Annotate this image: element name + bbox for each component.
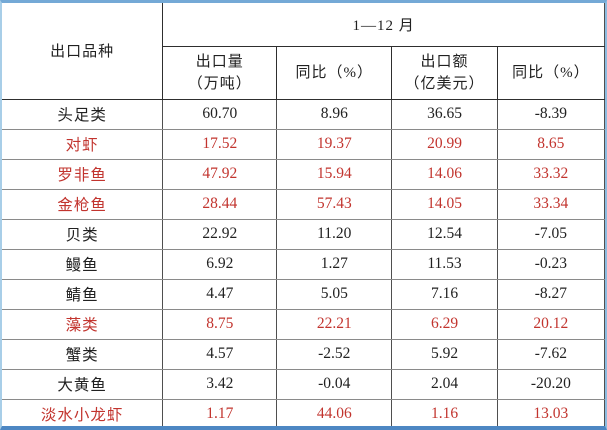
table-row: 蟹类 4.57 -2.52 5.92 -7.62	[2, 338, 605, 370]
value-cell: 5.92	[391, 338, 498, 370]
value-cell: 5.05	[276, 278, 393, 310]
value-cell: 1.16	[391, 398, 498, 426]
value-cell: -0.23	[496, 248, 605, 280]
value-cell: -7.05	[496, 218, 605, 250]
value-cell: -2.52	[276, 338, 393, 370]
product-name-cell: 金枪鱼	[2, 188, 164, 220]
value-cell: 4.57	[162, 338, 278, 370]
value-cell: 2.04	[391, 368, 498, 400]
value-cell: 8.65	[496, 128, 605, 160]
value-cell: 44.06	[276, 398, 393, 426]
product-name-cell: 大黄鱼	[2, 368, 164, 400]
table-header: 出口品种 1—12 月 出口量 （万吨） 同比（%） 出口额 （亿美元） 同比（…	[2, 3, 605, 100]
value-cell: -8.27	[496, 278, 605, 310]
value-cell: -20.20	[496, 368, 605, 400]
value-cell: 22.92	[162, 218, 278, 250]
col-header-export-value-line2: （亿美元）	[404, 75, 485, 92]
table-row: 鲭鱼 4.47 5.05 7.16 -8.27	[2, 278, 605, 310]
product-name-cell: 头足类	[2, 98, 164, 130]
value-cell: 11.53	[391, 248, 498, 280]
col-header-volume-yoy-line1: 同比（%）	[295, 64, 373, 81]
value-cell: 28.44	[162, 188, 278, 220]
product-name-cell: 淡水小龙虾	[2, 398, 164, 426]
value-cell: 8.75	[162, 308, 278, 340]
table-row: 金枪鱼 28.44 57.43 14.05 33.34	[2, 188, 605, 220]
value-cell: -7.62	[496, 338, 605, 370]
product-name-cell: 藻类	[2, 308, 164, 340]
value-cell: 15.94	[276, 158, 393, 190]
col-header-volume-yoy: 同比（%）	[276, 45, 393, 100]
value-cell: 19.37	[276, 128, 393, 160]
value-cell: 20.12	[496, 308, 605, 340]
table-row: 鳗鱼 6.92 1.27 11.53 -0.23	[2, 248, 605, 280]
value-cell: 4.47	[162, 278, 278, 310]
value-cell: 33.32	[496, 158, 605, 190]
value-cell: 6.29	[391, 308, 498, 340]
product-name-cell: 罗非鱼	[2, 158, 164, 190]
col-header-export-variety: 出口品种	[2, 3, 164, 100]
value-cell: 12.54	[391, 218, 498, 250]
export-statistics-table: 出口品种 1—12 月 出口量 （万吨） 同比（%） 出口额 （亿美元） 同比（…	[2, 3, 605, 426]
table-row: 大黄鱼 3.42 -0.04 2.04 -20.20	[2, 368, 605, 400]
value-cell: 36.65	[391, 98, 498, 130]
table-row: 藻类 8.75 22.21 6.29 20.12	[2, 308, 605, 340]
value-cell: 8.96	[276, 98, 393, 130]
value-cell: 7.16	[391, 278, 498, 310]
value-cell: 20.99	[391, 128, 498, 160]
col-header-period: 1—12 月	[162, 3, 605, 47]
value-cell: 6.92	[162, 248, 278, 280]
product-name-cell: 鳗鱼	[2, 248, 164, 280]
table-body: 头足类 60.70 8.96 36.65 -8.39 对虾 17.52 19.3…	[2, 98, 605, 426]
table-row: 淡水小龙虾 1.17 44.06 1.16 13.03	[2, 398, 605, 426]
product-name-cell: 蟹类	[2, 338, 164, 370]
col-header-value-yoy: 同比（%）	[496, 45, 605, 100]
value-cell: -0.04	[276, 368, 393, 400]
value-cell: 11.20	[276, 218, 393, 250]
table-row: 对虾 17.52 19.37 20.99 8.65	[2, 128, 605, 160]
value-cell: 13.03	[496, 398, 605, 426]
col-header-export-volume: 出口量 （万吨）	[162, 45, 278, 100]
table-row: 头足类 60.70 8.96 36.65 -8.39	[2, 98, 605, 130]
product-name-cell: 鲭鱼	[2, 278, 164, 310]
col-header-export-value: 出口额 （亿美元）	[391, 45, 498, 100]
value-cell: 22.21	[276, 308, 393, 340]
value-cell: 14.06	[391, 158, 498, 190]
value-cell: 47.92	[162, 158, 278, 190]
value-cell: 3.42	[162, 368, 278, 400]
product-name-cell: 对虾	[2, 128, 164, 160]
value-cell: 33.34	[496, 188, 605, 220]
header-row-metrics: 出口量 （万吨） 同比（%） 出口额 （亿美元） 同比（%）	[2, 45, 605, 100]
col-header-export-volume-line2: （万吨）	[187, 75, 252, 92]
col-header-value-yoy-line1: 同比（%）	[512, 64, 590, 81]
product-name-cell: 贝类	[2, 218, 164, 250]
value-cell: 1.17	[162, 398, 278, 426]
value-cell: 57.43	[276, 188, 393, 220]
value-cell: 1.27	[276, 248, 393, 280]
value-cell: 60.70	[162, 98, 278, 130]
table-row: 贝类 22.92 11.20 12.54 -7.05	[2, 218, 605, 250]
col-header-export-value-line1: 出口额	[420, 53, 469, 70]
value-cell: -8.39	[496, 98, 605, 130]
value-cell: 14.05	[391, 188, 498, 220]
col-header-export-volume-line1: 出口量	[195, 53, 244, 70]
value-cell: 17.52	[162, 128, 278, 160]
table-row: 罗非鱼 47.92 15.94 14.06 33.32	[2, 158, 605, 190]
header-row-period: 出口品种 1—12 月	[2, 3, 605, 100]
